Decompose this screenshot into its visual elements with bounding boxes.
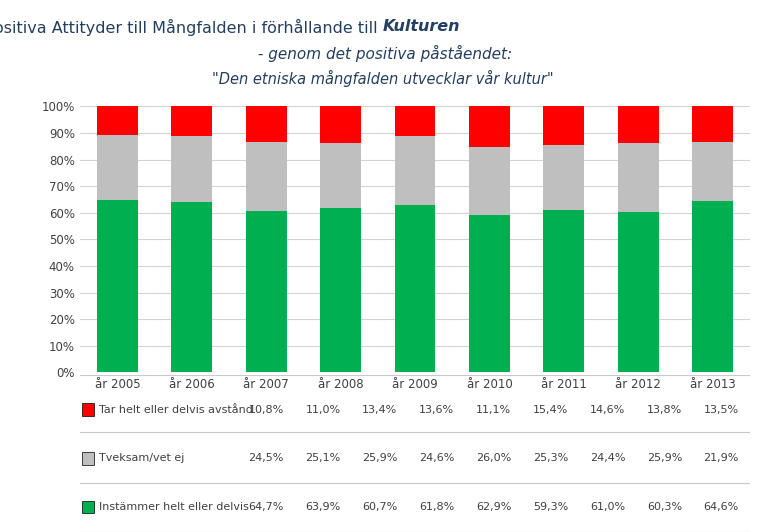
Bar [82,501,93,513]
Text: Instämmer helt eller delvis: Instämmer helt eller delvis [99,502,249,512]
Bar [82,452,93,464]
Text: 25,1%: 25,1% [305,453,340,463]
Text: 26,0%: 26,0% [476,453,511,463]
Text: 15,4%: 15,4% [533,405,568,414]
Text: "Den etniska mångfalden utvecklar vår kultur": "Den etniska mångfalden utvecklar vår ku… [212,70,553,87]
Text: 59,3%: 59,3% [533,502,568,512]
Text: 14,6%: 14,6% [590,405,625,414]
Bar [82,403,93,416]
Text: Tar helt eller delvis avstånd: Tar helt eller delvis avstånd [99,405,253,414]
Text: 11,1%: 11,1% [476,405,511,414]
Bar [171,136,213,203]
Bar [692,143,733,201]
Text: 62,9%: 62,9% [476,502,511,512]
Bar [469,147,509,215]
Text: Kulturen: Kulturen [382,19,460,34]
Bar [321,143,361,208]
Text: 60,7%: 60,7% [363,502,398,512]
Bar [543,145,584,210]
Bar [543,106,584,145]
Text: 63,9%: 63,9% [305,502,340,512]
Bar [171,106,213,136]
Text: 61,0%: 61,0% [590,502,625,512]
Text: 24,6%: 24,6% [419,453,454,463]
Bar [617,106,659,143]
Text: 24,4%: 24,4% [590,453,625,463]
Text: 13,4%: 13,4% [363,405,398,414]
Text: 10,8%: 10,8% [249,405,284,414]
Bar [97,201,138,372]
Bar [395,136,435,205]
Bar [321,208,361,372]
Bar [692,201,733,372]
Text: - genom det positiva påståendet:: - genom det positiva påståendet: [253,45,512,62]
Bar [171,203,213,372]
Text: 11,0%: 11,0% [305,405,340,414]
Text: 25,3%: 25,3% [533,453,568,463]
Text: 61,8%: 61,8% [419,502,454,512]
Text: 13,8%: 13,8% [646,405,682,414]
Bar [617,143,659,212]
Bar [97,135,138,201]
Bar [321,106,361,143]
Bar [246,211,287,372]
Bar [617,212,659,372]
Text: 64,7%: 64,7% [249,502,284,512]
Text: 25,9%: 25,9% [646,453,682,463]
Bar [469,215,509,372]
Text: 21,9%: 21,9% [704,453,739,463]
Text: 25,9%: 25,9% [362,453,398,463]
Bar [246,142,287,211]
Text: 13,6%: 13,6% [419,405,454,414]
Bar [543,210,584,372]
Bar [395,205,435,372]
Bar [692,106,733,143]
Bar [246,106,287,142]
Text: 64,6%: 64,6% [704,502,739,512]
Text: Positiva Attityder till Mångfalden i förhållande till: Positiva Attityder till Mångfalden i för… [0,19,382,36]
Bar [469,106,509,147]
Bar [395,106,435,136]
Bar [97,106,138,135]
Text: 24,5%: 24,5% [249,453,284,463]
Text: Tveksam/vet ej: Tveksam/vet ej [99,453,184,463]
Text: 60,3%: 60,3% [646,502,682,512]
Text: 13,5%: 13,5% [704,405,739,414]
